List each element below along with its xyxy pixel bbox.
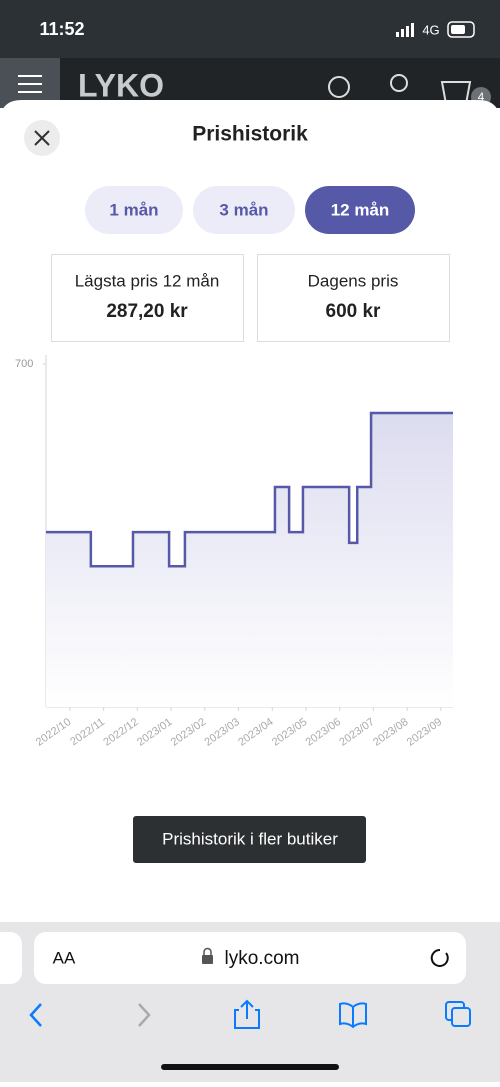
address-bar[interactable] bbox=[34, 932, 466, 984]
lock-icon bbox=[202, 955, 213, 964]
stat-card bbox=[51, 254, 244, 342]
bookmarks-button[interactable] bbox=[339, 1002, 367, 1029]
time: 11:52 bbox=[39, 19, 84, 39]
stat-value: 287,20 kr bbox=[106, 301, 188, 322]
forward-button[interactable] bbox=[138, 1003, 151, 1027]
account-icon[interactable] bbox=[390, 74, 408, 92]
home-indicator bbox=[161, 1064, 339, 1070]
back-button[interactable] bbox=[29, 1003, 42, 1027]
tabs-button-front bbox=[451, 1007, 471, 1027]
share-button[interactable] bbox=[234, 999, 260, 1029]
prev-tab[interactable] bbox=[0, 932, 22, 984]
search-icon[interactable] bbox=[328, 76, 350, 98]
y-tick-label: 700 bbox=[15, 358, 33, 370]
site-header bbox=[0, 58, 500, 108]
status-bar bbox=[0, 0, 500, 58]
more-button[interactable] bbox=[133, 816, 366, 863]
range-button[interactable] bbox=[85, 186, 183, 234]
signal bbox=[396, 23, 414, 37]
lock-shackle bbox=[203, 947, 212, 955]
range-label: 3 mån bbox=[219, 200, 268, 219]
battery-level bbox=[451, 25, 465, 34]
reload-icon[interactable] bbox=[430, 948, 449, 967]
range-button[interactable] bbox=[193, 186, 295, 234]
stat-value: 600 kr bbox=[326, 301, 382, 322]
text-size-button[interactable]: AA bbox=[53, 948, 76, 967]
stat-label: Lägsta pris 12 mån bbox=[75, 271, 220, 290]
network: 4G bbox=[422, 22, 439, 37]
area bbox=[46, 413, 453, 707]
more-button-label: Prishistorik i fler butiker bbox=[162, 829, 338, 848]
close-icon bbox=[34, 130, 50, 146]
stat-label: Dagens pris bbox=[308, 271, 399, 290]
range-button-selected[interactable] bbox=[305, 186, 415, 234]
range-label: 1 mån bbox=[109, 200, 158, 219]
logo[interactable]: LYKO bbox=[78, 67, 164, 103]
url[interactable]: lyko.com bbox=[225, 948, 300, 969]
modal-title: Prishistorik bbox=[192, 123, 308, 146]
range-label: 12 mån bbox=[331, 200, 390, 219]
stat-card bbox=[257, 254, 450, 342]
cart-count: 4 bbox=[478, 90, 485, 104]
battery bbox=[447, 21, 475, 38]
price-line bbox=[46, 411, 453, 568]
menu-icon bbox=[18, 75, 42, 93]
